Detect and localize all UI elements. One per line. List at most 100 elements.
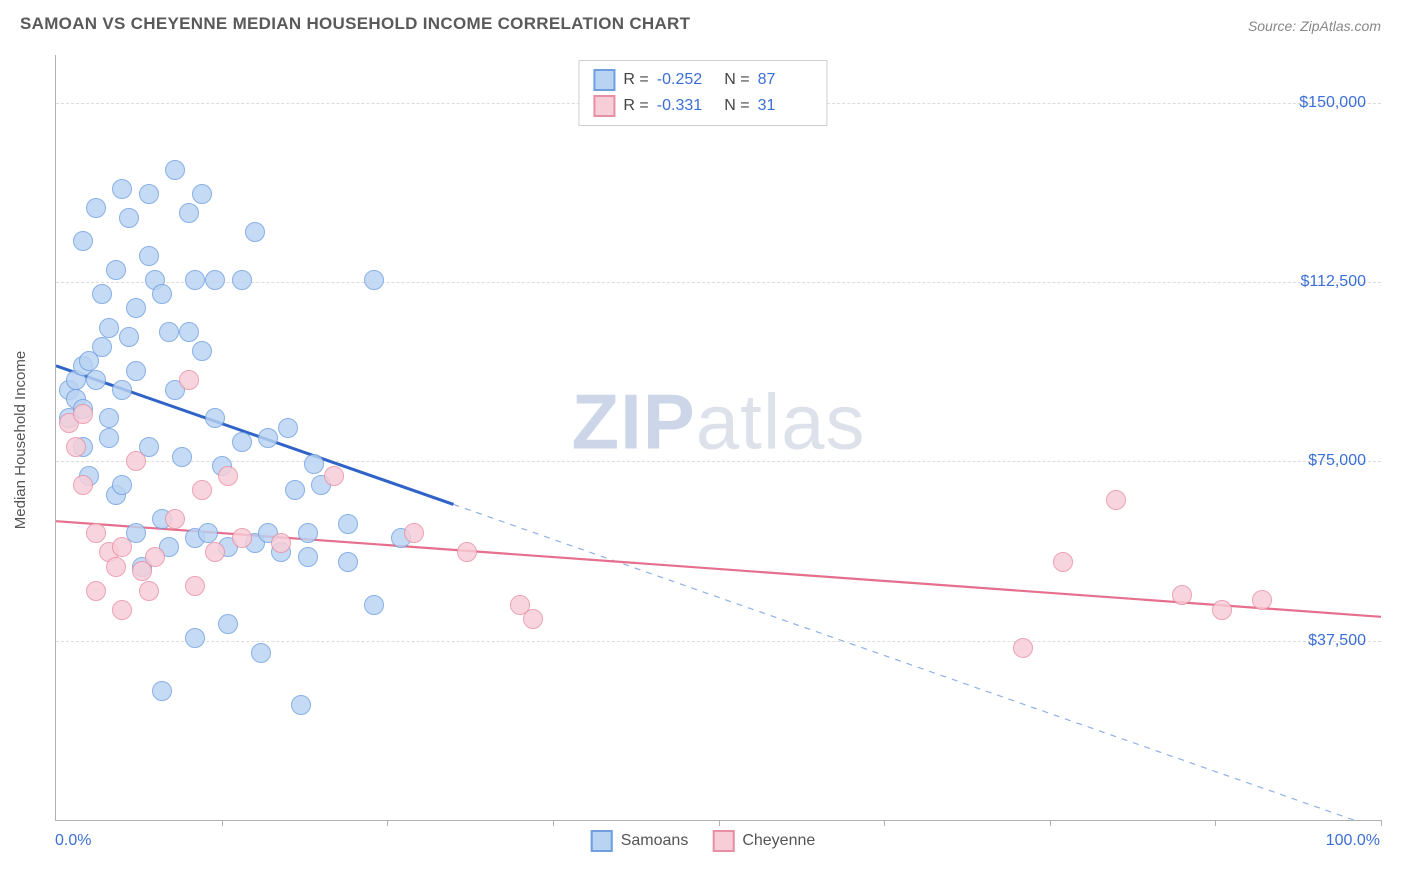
data-point	[218, 614, 238, 634]
data-point	[86, 523, 106, 543]
data-point	[304, 454, 324, 474]
data-point	[232, 270, 252, 290]
legend-n-value: 87	[758, 71, 813, 89]
data-point	[1212, 600, 1232, 620]
data-point	[324, 466, 344, 486]
data-point	[298, 547, 318, 567]
data-point	[126, 298, 146, 318]
legend-row: R =-0.331 N =31	[593, 93, 812, 119]
data-point	[152, 284, 172, 304]
legend-r-label: R =	[623, 71, 648, 89]
legend-swatch	[712, 830, 734, 852]
data-point	[523, 609, 543, 629]
data-point	[92, 284, 112, 304]
legend-n-label: N =	[720, 71, 750, 89]
data-point	[185, 576, 205, 596]
legend-r-value: -0.331	[657, 97, 712, 115]
data-point	[159, 322, 179, 342]
watermark: ZIPatlas	[571, 377, 865, 468]
legend-row: R =-0.252 N =87	[593, 67, 812, 93]
data-point	[457, 542, 477, 562]
y-axis-title: Median Household Income	[12, 351, 29, 529]
data-point	[338, 552, 358, 572]
data-point	[92, 337, 112, 357]
data-point	[86, 581, 106, 601]
data-point	[112, 475, 132, 495]
watermark-part2: atlas	[696, 378, 866, 466]
x-tick	[553, 820, 554, 826]
legend-n-value: 31	[758, 97, 813, 115]
data-point	[251, 643, 271, 663]
data-point	[119, 208, 139, 228]
data-point	[298, 523, 318, 543]
data-point	[152, 681, 172, 701]
series-legend-label: Samoans	[621, 832, 689, 850]
legend-swatch	[591, 830, 613, 852]
data-point	[145, 547, 165, 567]
data-point	[291, 695, 311, 715]
x-axis-max-label: 100.0%	[1326, 832, 1380, 850]
data-point	[205, 542, 225, 562]
data-point	[364, 595, 384, 615]
data-point	[73, 404, 93, 424]
data-point	[179, 322, 199, 342]
data-point	[139, 184, 159, 204]
data-point	[73, 475, 93, 495]
trend-lines-layer	[56, 55, 1381, 820]
chart-title: SAMOAN VS CHEYENNE MEDIAN HOUSEHOLD INCO…	[20, 14, 690, 34]
data-point	[1252, 590, 1272, 610]
x-tick	[222, 820, 223, 826]
legend-swatch	[593, 69, 615, 91]
data-point	[205, 408, 225, 428]
data-point	[232, 528, 252, 548]
data-point	[185, 270, 205, 290]
data-point	[232, 432, 252, 452]
data-point	[285, 480, 305, 500]
data-point	[86, 370, 106, 390]
legend-swatch	[593, 95, 615, 117]
data-point	[1013, 638, 1033, 658]
gridline	[56, 461, 1381, 462]
data-point	[1172, 585, 1192, 605]
x-tick	[884, 820, 885, 826]
data-point	[112, 537, 132, 557]
data-point	[106, 557, 126, 577]
series-legend-item: Samoans	[591, 830, 689, 852]
data-point	[198, 523, 218, 543]
x-tick	[1050, 820, 1051, 826]
data-point	[218, 466, 238, 486]
data-point	[278, 418, 298, 438]
x-axis-min-label: 0.0%	[55, 832, 91, 850]
gridline	[56, 641, 1381, 642]
data-point	[99, 318, 119, 338]
data-point	[185, 628, 205, 648]
data-point	[165, 509, 185, 529]
data-point	[86, 198, 106, 218]
x-tick	[719, 820, 720, 826]
data-point	[258, 428, 278, 448]
series-legend: Samoans Cheyenne	[591, 830, 816, 852]
data-point	[192, 184, 212, 204]
data-point	[364, 270, 384, 290]
source-attribution: Source: ZipAtlas.com	[1248, 18, 1381, 34]
x-tick	[1381, 820, 1382, 826]
data-point	[172, 447, 192, 467]
series-legend-item: Cheyenne	[712, 830, 815, 852]
y-tick-label: $75,000	[1308, 452, 1366, 470]
data-point	[112, 179, 132, 199]
data-point	[112, 380, 132, 400]
legend-n-label: N =	[720, 97, 750, 115]
data-point	[126, 361, 146, 381]
data-point	[245, 222, 265, 242]
data-point	[119, 327, 139, 347]
series-legend-label: Cheyenne	[742, 832, 815, 850]
data-point	[112, 600, 132, 620]
data-point	[338, 514, 358, 534]
data-point	[179, 203, 199, 223]
data-point	[99, 408, 119, 428]
data-point	[66, 437, 86, 457]
y-tick-label: $150,000	[1299, 94, 1366, 112]
watermark-part1: ZIP	[571, 378, 695, 466]
data-point	[73, 231, 93, 251]
data-point	[165, 160, 185, 180]
